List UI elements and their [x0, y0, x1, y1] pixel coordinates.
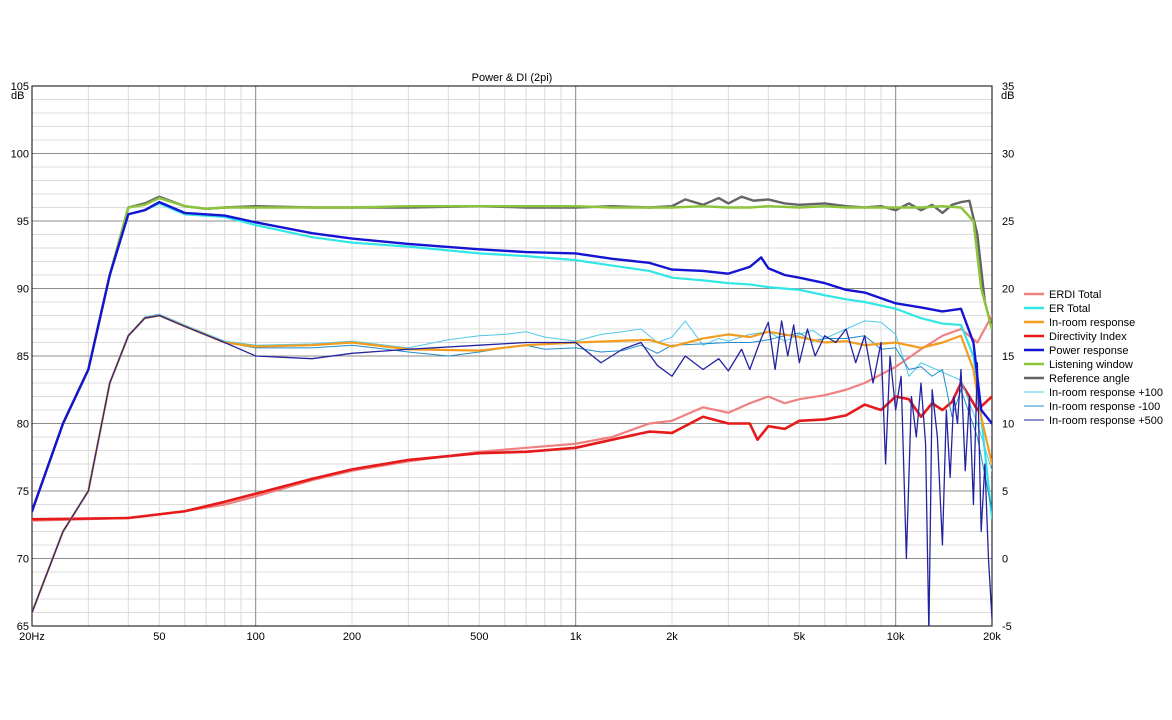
y-tick-label: 80	[17, 419, 29, 431]
series-line-listening-window	[32, 196, 992, 513]
y-tick-label: 95	[17, 216, 29, 228]
series-line-directivity-index	[32, 381, 992, 521]
legend-label: In-room response +500	[1049, 415, 1163, 427]
y2-tick-label: 15	[1002, 351, 1014, 363]
x-tick-label: 2k	[666, 631, 678, 643]
y-axis-unit-right: dB	[1001, 90, 1014, 102]
legend-label: Directivity Index	[1049, 331, 1127, 343]
x-tick-label: 500	[470, 631, 488, 643]
series-line-power-response	[32, 200, 992, 513]
y2-tick-label: 0	[1002, 554, 1008, 566]
tick-label-layer: 20Hz 50 100 200 500 1k 2k 5k 10k 20k6570758085909…	[11, 81, 1015, 643]
x-tick-label: 20k	[983, 631, 1001, 643]
series-line-in-room-response-500	[32, 314, 992, 626]
y2-tick-label: 10	[1002, 419, 1014, 431]
x-tick-label: 20Hz	[19, 631, 45, 643]
legend-label: Reference angle	[1049, 373, 1130, 385]
y-axis-unit-left: dB	[11, 90, 24, 102]
series-line-in-room-response-100	[32, 313, 992, 613]
legend: ERDI Total ER Total In-room response Direct…	[1024, 289, 1163, 427]
legend-label: Listening window	[1049, 359, 1133, 371]
plot-frame	[31, 85, 993, 627]
legend-label: Power response	[1049, 345, 1129, 357]
series-layer	[32, 195, 992, 626]
y2-tick-label: -5	[1002, 621, 1012, 633]
y-tick-label: 100	[11, 149, 29, 161]
y-tick-label: 90	[17, 284, 29, 296]
y2-tick-label: 5	[1002, 486, 1008, 498]
x-tick-label: 5k	[794, 631, 806, 643]
chart-title: Power & DI (2pi)	[472, 72, 553, 84]
grid-layer	[31, 85, 993, 627]
y2-tick-label: 20	[1002, 284, 1014, 296]
y2-tick-label: 30	[1002, 149, 1014, 161]
x-tick-label: 10k	[887, 631, 905, 643]
y-tick-label: 70	[17, 554, 29, 566]
legend-label: ERDI Total	[1049, 289, 1101, 301]
y-tick-label: 85	[17, 351, 29, 363]
legend-label: In-room response +100	[1049, 387, 1163, 399]
legend-label: In-room response	[1049, 317, 1135, 329]
y2-tick-label: 25	[1002, 216, 1014, 228]
x-tick-label: 1k	[570, 631, 582, 643]
x-tick-label: 50	[153, 631, 165, 643]
y-tick-label: 65	[17, 621, 29, 633]
legend-label: ER Total	[1049, 303, 1090, 315]
x-tick-label: 200	[343, 631, 361, 643]
y-tick-label: 105	[11, 81, 29, 93]
legend-label: In-room response -100	[1049, 401, 1160, 413]
y-tick-label: 75	[17, 486, 29, 498]
y2-tick-label: 35	[1002, 81, 1014, 93]
x-tick-label: 100	[246, 631, 264, 643]
